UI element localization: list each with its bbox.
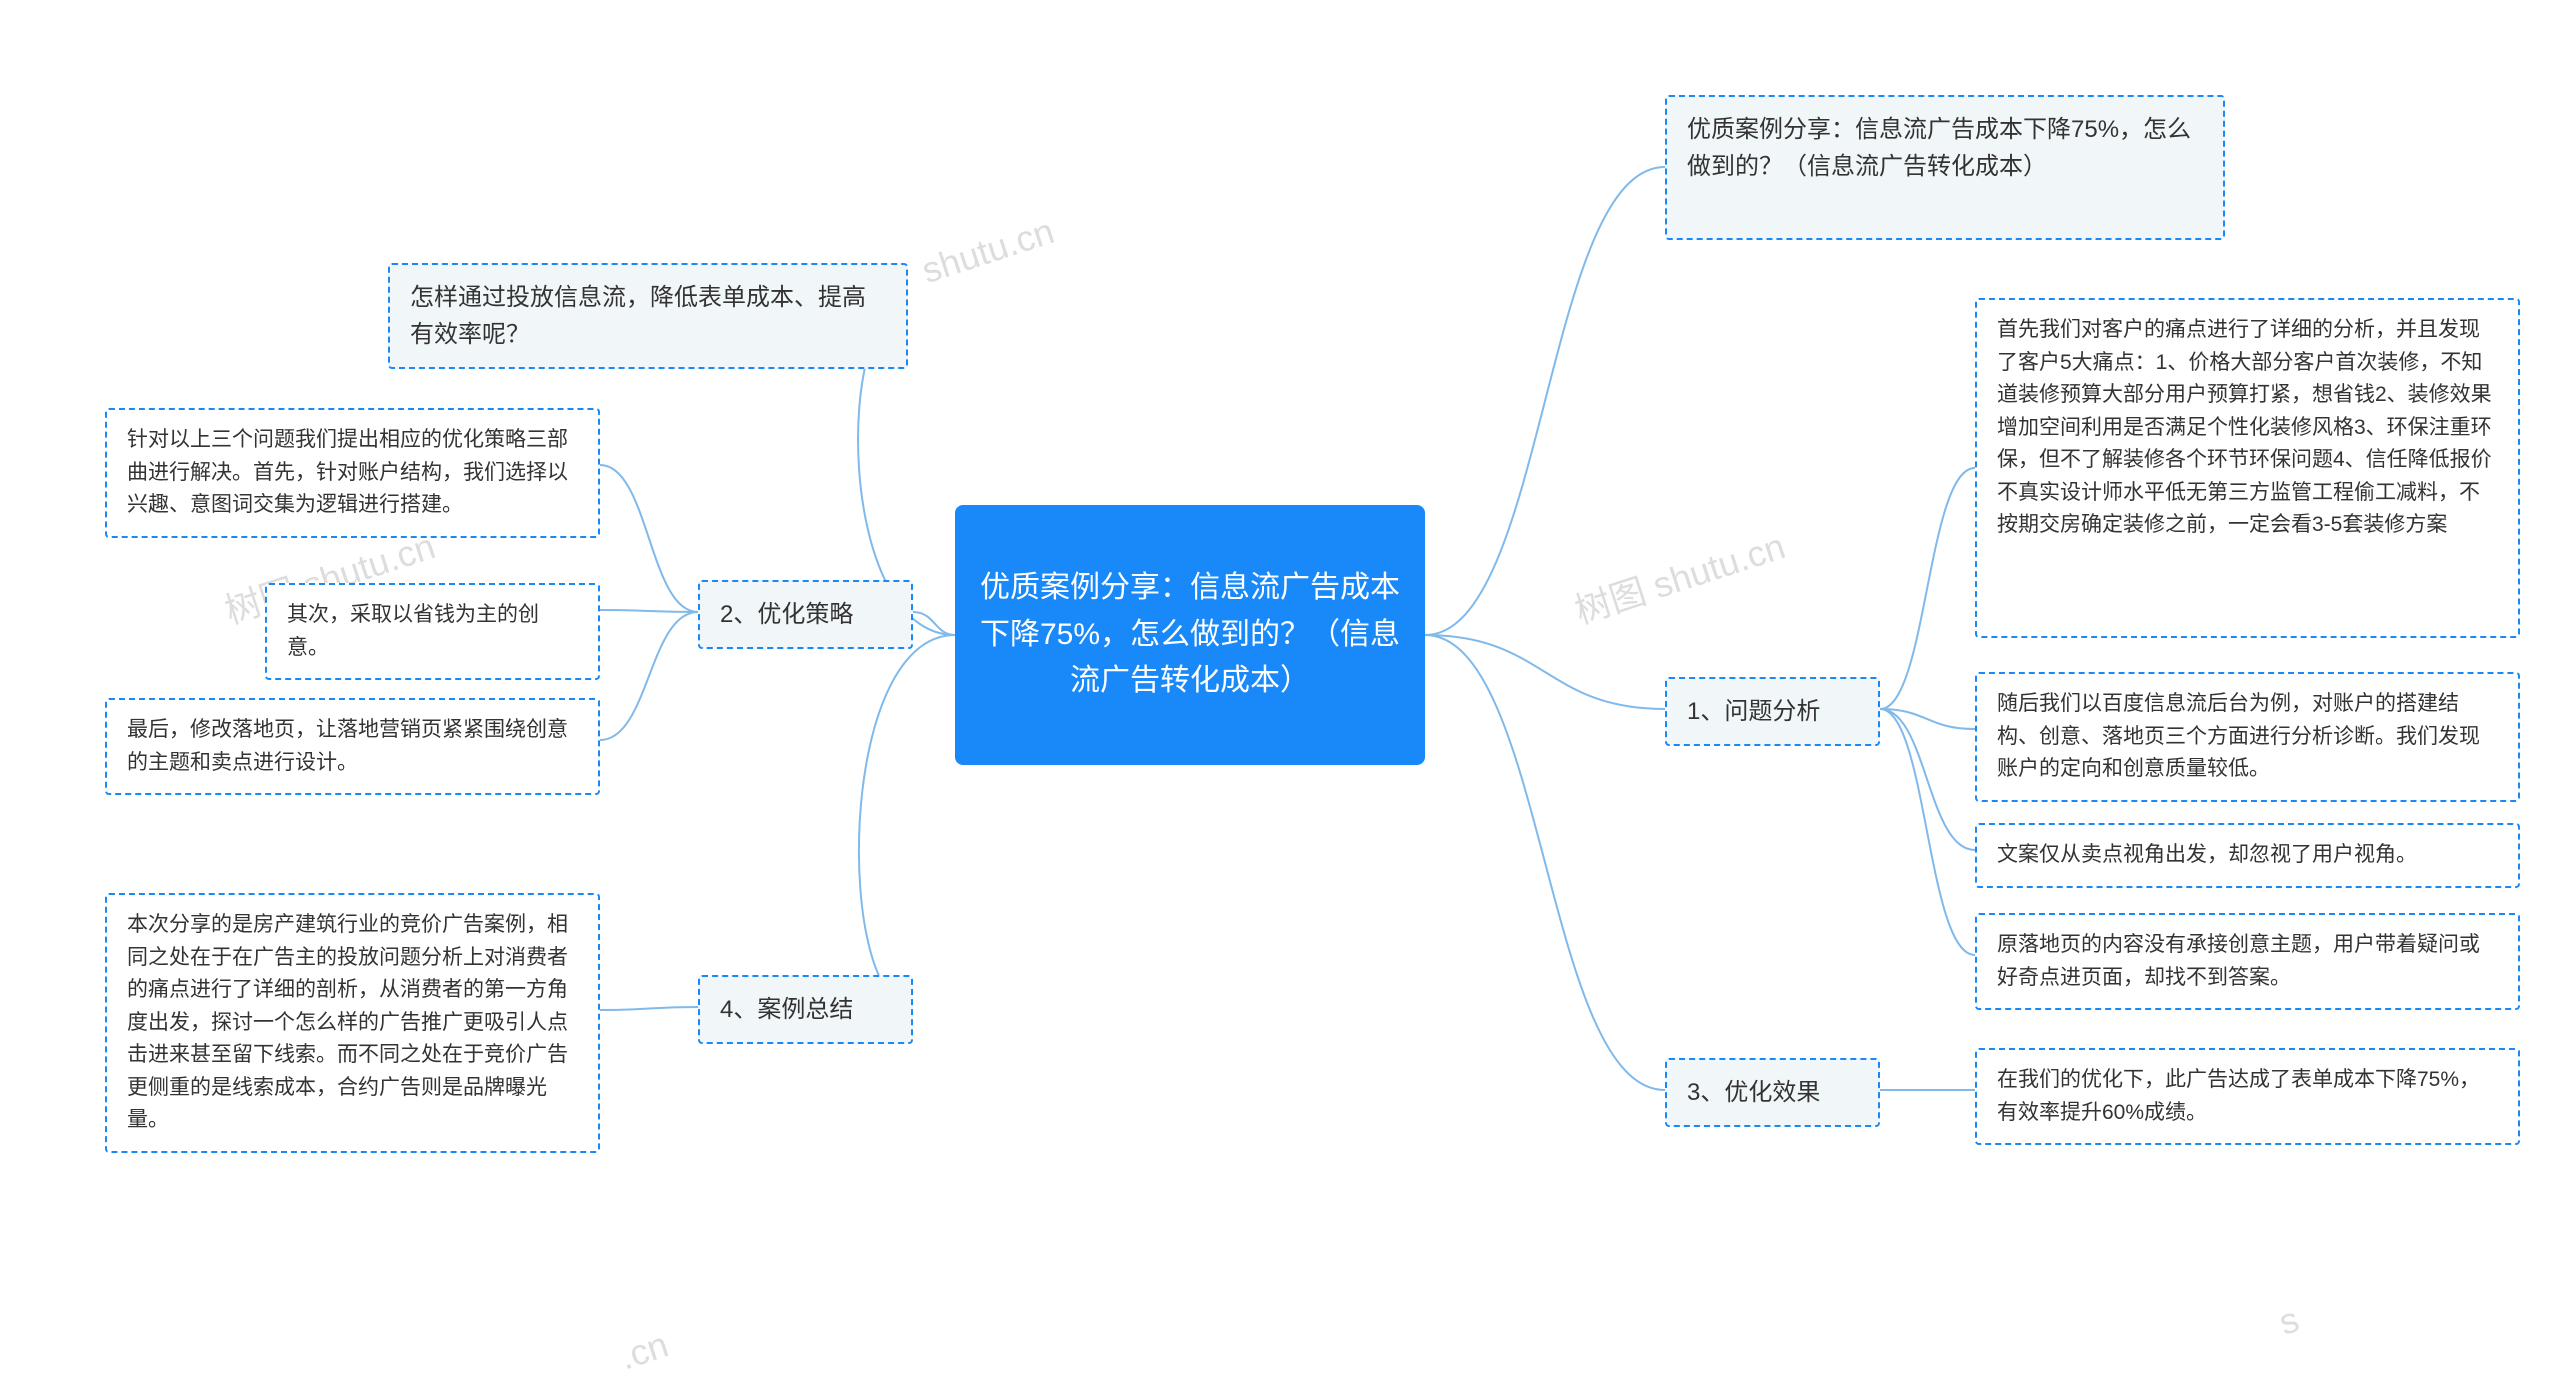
branch-label: 1、问题分析 [1687,698,1820,725]
leaf-text: 其次，采取以省钱为主的创意。 [287,603,539,659]
left-leaf-node[interactable]: 针对以上三个问题我们提出相应的优化策略三部曲进行解决。首先，针对账户结构，我们选… [105,408,600,538]
leaf-text: 在我们的优化下，此广告达成了表单成本下降75%，有效率提升60%成绩。 [1997,1068,2480,1124]
leaf-text: 针对以上三个问题我们提出相应的优化策略三部曲进行解决。首先，针对账户结构，我们选… [127,428,568,516]
center-node[interactable]: 优质案例分享：信息流广告成本下降75%，怎么做到的？（信息流广告转化成本） [955,505,1425,765]
watermark: s [2274,1298,2304,1344]
watermark: 树图 shutu.cn [1567,518,1790,635]
right-intro-text: 优质案例分享：信息流广告成本下降75%，怎么做到的？（信息流广告转化成本） [1687,116,2191,180]
branch-label: 3、优化效果 [1687,1079,1820,1106]
left-intro-node[interactable]: 怎样通过投放信息流，降低表单成本、提高有效率呢？ [388,263,908,369]
left-branch-node[interactable]: 2、优化策略 [698,580,913,649]
right-leaf-node[interactable]: 首先我们对客户的痛点进行了详细的分析，并且发现了客户5大痛点：1、价格大部分客户… [1975,298,2520,638]
right-leaf-node[interactable]: 原落地页的内容没有承接创意主题，用户带着疑问或好奇点进页面，却找不到答案。 [1975,913,2520,1010]
right-intro-node[interactable]: 优质案例分享：信息流广告成本下降75%，怎么做到的？（信息流广告转化成本） [1665,95,2225,240]
left-leaf-node[interactable]: 最后，修改落地页，让落地营销页紧紧围绕创意的主题和卖点进行设计。 [105,698,600,795]
branch-label: 2、优化策略 [720,601,853,628]
watermark: .cn [615,1324,674,1379]
right-leaf-node[interactable]: 文案仅从卖点视角出发，却忽视了用户视角。 [1975,823,2520,888]
left-intro-text: 怎样通过投放信息流，降低表单成本、提高有效率呢？ [410,284,866,348]
leaf-text: 本次分享的是房产建筑行业的竞价广告案例，相同之处在于在广告主的投放问题分析上对消… [127,913,568,1131]
center-text: 优质案例分享：信息流广告成本下降75%，怎么做到的？（信息流广告转化成本） [975,565,1405,705]
left-leaf-node[interactable]: 本次分享的是房产建筑行业的竞价广告案例，相同之处在于在广告主的投放问题分析上对消… [105,893,600,1153]
right-leaf-node[interactable]: 在我们的优化下，此广告达成了表单成本下降75%，有效率提升60%成绩。 [1975,1048,2520,1145]
right-branch-node[interactable]: 1、问题分析 [1665,677,1880,746]
left-branch-node[interactable]: 4、案例总结 [698,975,913,1044]
leaf-text: 原落地页的内容没有承接创意主题，用户带着疑问或好奇点进页面，却找不到答案。 [1997,933,2480,989]
leaf-text: 最后，修改落地页，让落地营销页紧紧围绕创意的主题和卖点进行设计。 [127,718,568,774]
branch-label: 4、案例总结 [720,996,853,1023]
leaf-text: 随后我们以百度信息流后台为例，对账户的搭建结构、创意、落地页三个方面进行分析诊断… [1997,692,2480,780]
right-branch-node[interactable]: 3、优化效果 [1665,1058,1880,1127]
leaf-text: 首先我们对客户的痛点进行了详细的分析，并且发现了客户5大痛点：1、价格大部分客户… [1997,318,2492,536]
left-leaf-node[interactable]: 其次，采取以省钱为主的创意。 [265,583,600,680]
mindmap-canvas: 树图 shutu.cn树图 shutu.cnshutu.cn.cns 优质案例分… [0,0,2560,1393]
leaf-text: 文案仅从卖点视角出发，却忽视了用户视角。 [1997,843,2417,866]
right-leaf-node[interactable]: 随后我们以百度信息流后台为例，对账户的搭建结构、创意、落地页三个方面进行分析诊断… [1975,672,2520,802]
watermark: shutu.cn [917,210,1059,292]
